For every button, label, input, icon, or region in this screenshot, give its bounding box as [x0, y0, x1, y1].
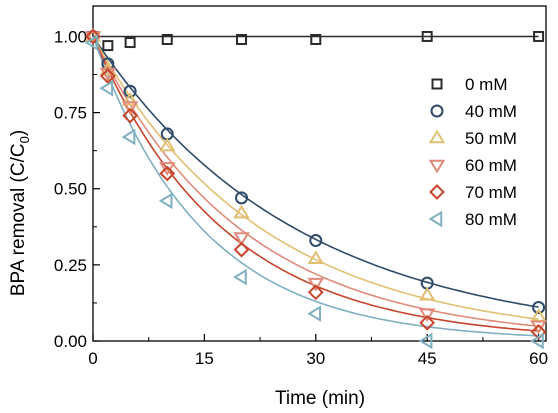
y-tick-label: 0.00: [54, 332, 87, 351]
data-point: [236, 34, 248, 45]
data-point: [307, 284, 324, 301]
legend-marker: [429, 184, 445, 200]
data-point: [99, 79, 114, 97]
data-point: [421, 30, 433, 42]
data-point: [530, 323, 547, 340]
data-point: [159, 165, 176, 182]
legend-label: 60 mM: [465, 156, 517, 175]
x-tick-label: 45: [418, 349, 437, 368]
legend-marker: [428, 129, 446, 144]
data-point: [121, 101, 139, 115]
data-point: [418, 308, 436, 323]
legend-label: 40 mM: [465, 102, 517, 121]
data-point: [161, 34, 173, 45]
y-tick-label: 0.75: [54, 104, 87, 123]
x-tick-label: 30: [306, 349, 325, 368]
data-point: [530, 320, 547, 335]
fit-curve-80-mM: [92, 36, 539, 337]
data-point: [233, 268, 247, 286]
data-point: [233, 232, 250, 246]
data-point: [418, 286, 436, 301]
y-axis-title-subscript: 0: [17, 136, 32, 143]
legend-marker: [428, 159, 446, 174]
y-tick-label: 1.00: [54, 27, 87, 46]
data-point: [85, 28, 101, 45]
data-point: [102, 40, 114, 52]
data-point: [84, 28, 102, 42]
data-point: [530, 332, 544, 350]
x-tick-label: 15: [195, 349, 214, 368]
plot-frame: [92, 5, 547, 342]
x-axis: 0 15 30 45 60: [88, 334, 548, 368]
legend-label: 50 mM: [465, 129, 517, 148]
data-point: [307, 250, 325, 264]
legend-label: 70 mM: [465, 183, 517, 202]
data-point: [418, 332, 433, 350]
y-axis-title: BPA removal (C/C0): [8, 130, 32, 296]
data-point: [99, 68, 116, 84]
data-point: [84, 34, 99, 51]
data-point: [309, 234, 323, 247]
data-point: [121, 91, 139, 106]
data-point: [124, 37, 136, 49]
x-axis-title: Time (min): [275, 388, 365, 409]
y-axis-title-main: BPA removal (C/C: [8, 143, 29, 296]
data-point: [233, 241, 250, 258]
data-point: [533, 30, 545, 42]
data-point: [307, 277, 325, 292]
data-point: [235, 191, 249, 205]
data-point: [233, 204, 250, 219]
x-tick-label: 60: [529, 349, 548, 368]
legend: 0 mM 40 mM 50 mM 60 mM 70 mM 80 mM: [428, 75, 517, 229]
plot-border: [92, 5, 547, 342]
legend-marker: [428, 210, 443, 228]
data-point: [158, 192, 173, 210]
fit-curve-50-mM: [92, 36, 539, 321]
data-point: [419, 314, 436, 331]
legend-label: 0 mM: [465, 75, 508, 94]
data-point: [122, 107, 139, 124]
legend-marker: [431, 78, 443, 90]
data-point: [158, 137, 176, 152]
legend-marker: [430, 104, 444, 118]
fit-curve-60-mM: [92, 36, 539, 328]
legend-label: 80 mM: [465, 210, 517, 229]
data-point: [532, 301, 546, 314]
fit-curve-40-mM: [92, 36, 539, 308]
x-tick-label: 0: [88, 349, 97, 368]
y-tick-label: 0.50: [54, 180, 87, 199]
data-point: [158, 162, 176, 176]
y-tick-label: 0.25: [54, 256, 87, 275]
data-point: [123, 84, 137, 98]
data-point: [307, 305, 322, 322]
y-axis-title-close: ): [8, 130, 29, 136]
data-point: [121, 128, 136, 146]
y-axis: 0.00 0.25 0.50 0.75 1.00: [54, 27, 100, 351]
data-markers: [84, 28, 547, 350]
data-point: [310, 34, 322, 45]
